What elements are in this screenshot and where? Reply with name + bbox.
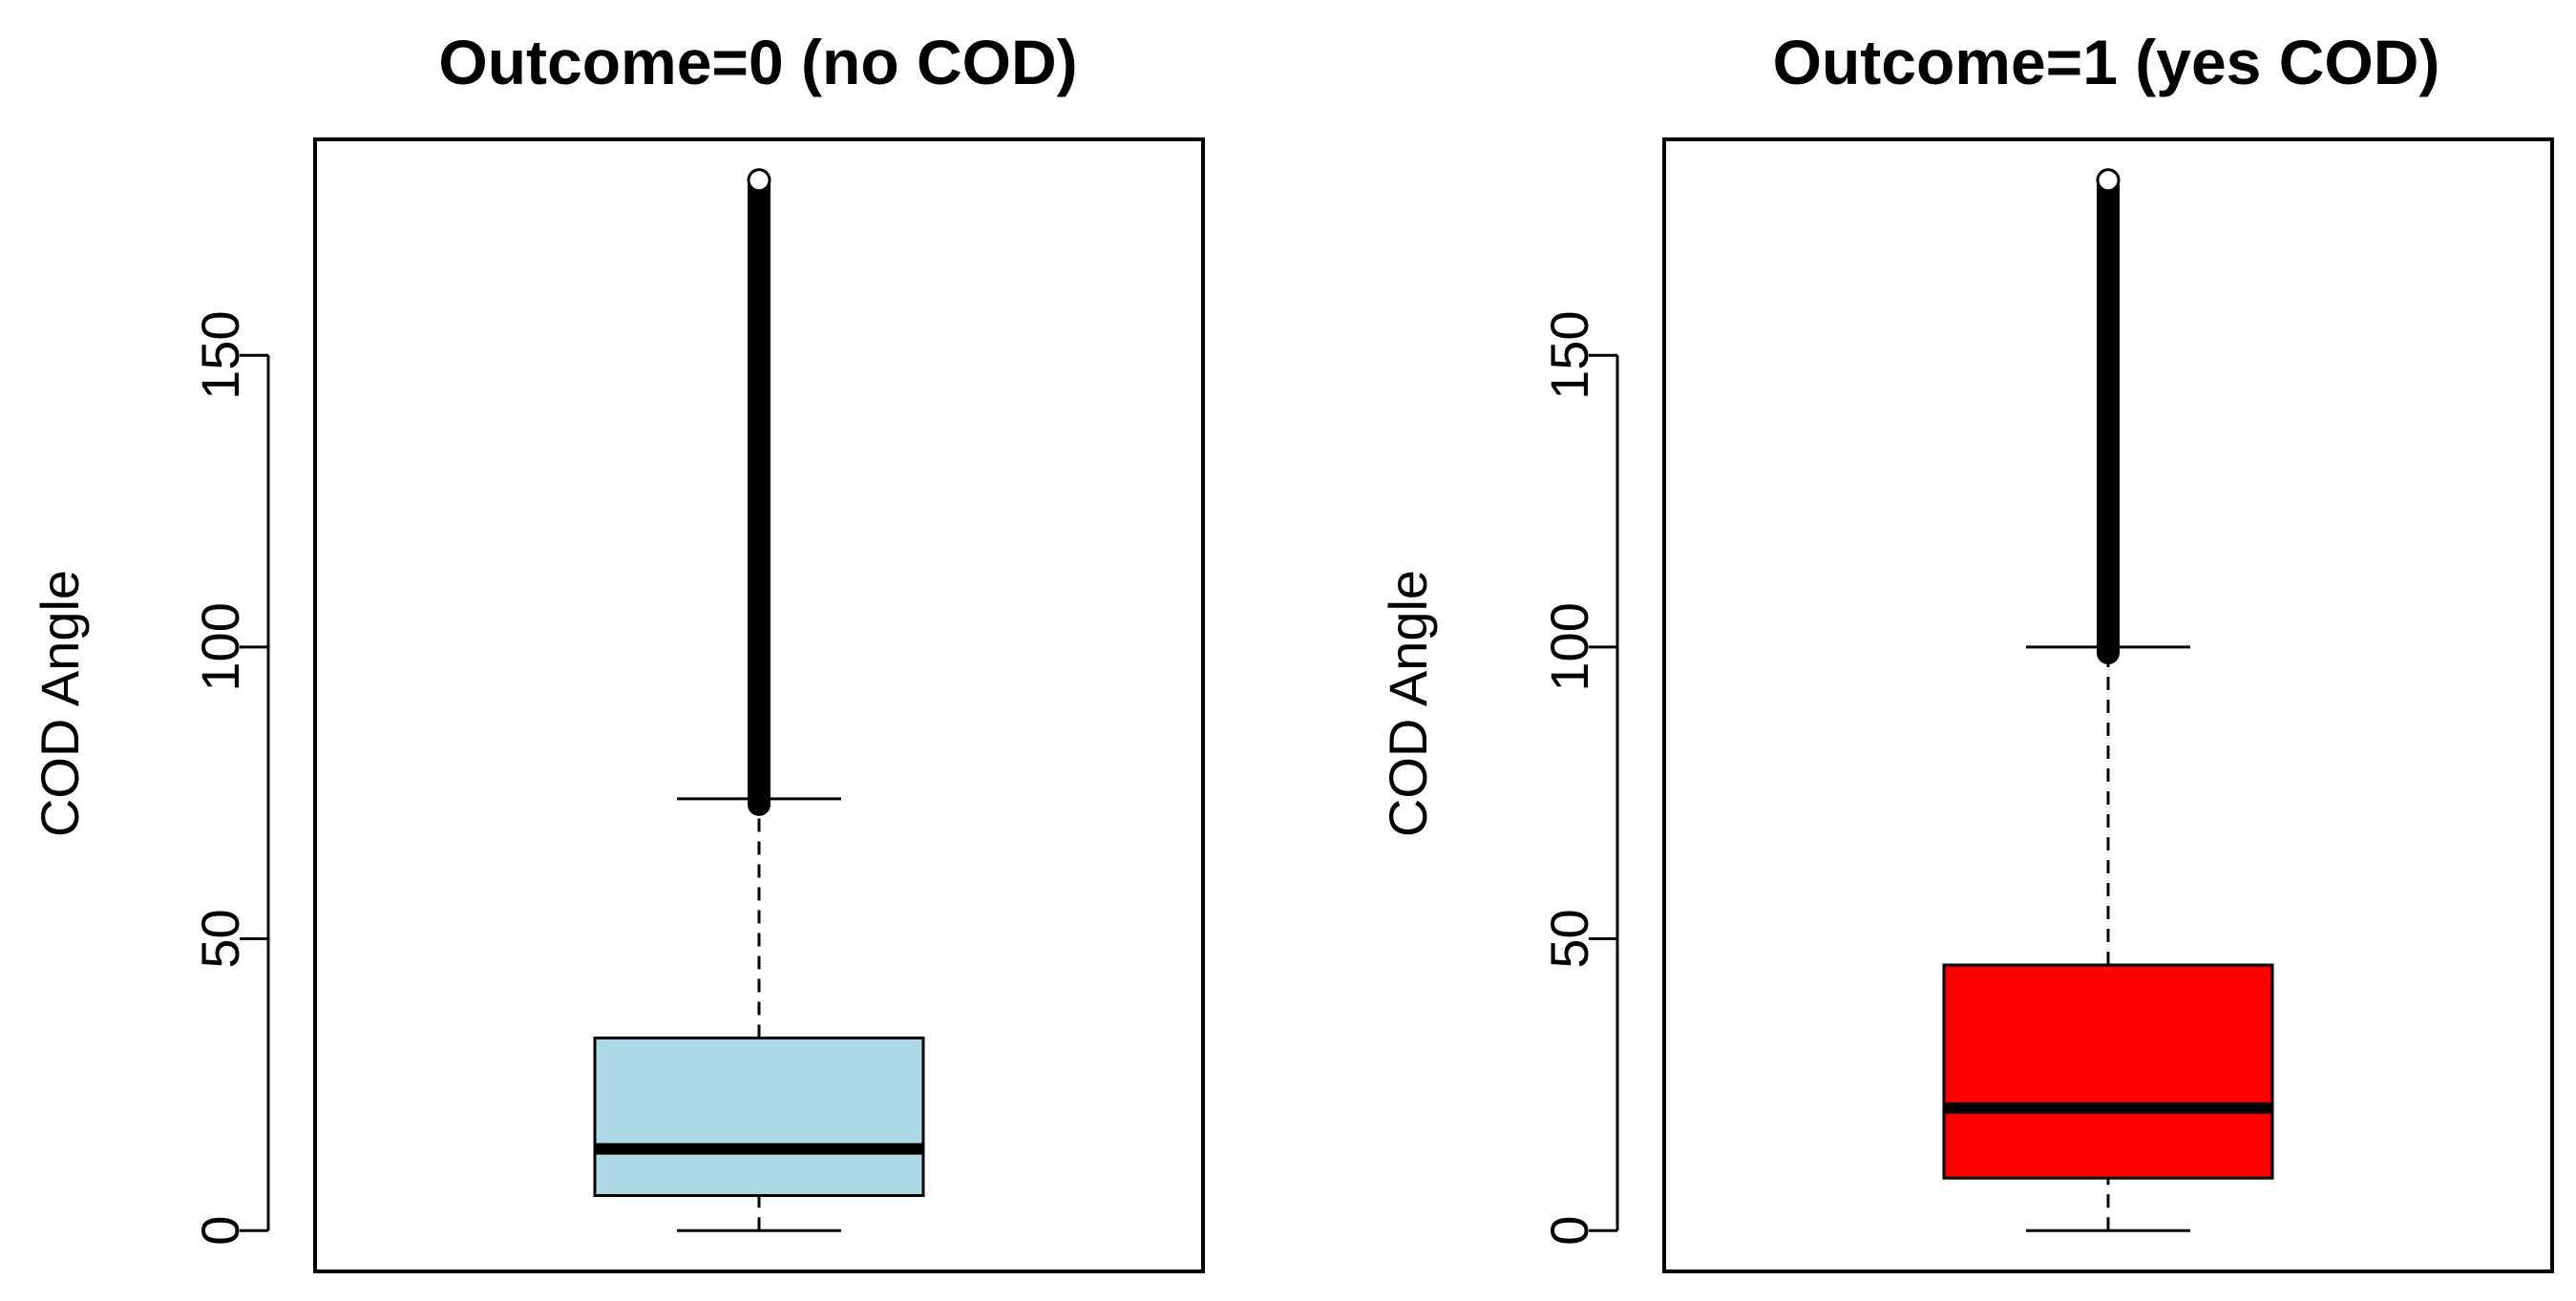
panel-outcome-1: Outcome=1 (yes COD) COD Angle 0 50 100 150: [1378, 27, 2554, 1273]
chart-title: Outcome=0 (no COD): [438, 27, 1077, 97]
y-axis: 0 50 100 150: [190, 310, 270, 1246]
plot-frame: [1662, 137, 2554, 1273]
y-tick-label: 0: [190, 1216, 250, 1246]
y-tick-label: 50: [1539, 909, 1599, 968]
interquartile-box: [1942, 963, 2274, 1180]
chart-title: Outcome=1 (yes COD): [1773, 27, 2440, 97]
y-tick-label: 150: [190, 310, 250, 399]
y-axis: 0 50 100 150: [1539, 310, 1619, 1246]
panel-outcome-0: Outcome=0 (no COD) COD Angle 0 50 100 150: [30, 27, 1205, 1273]
y-axis-label: COD Angle: [1378, 570, 1438, 837]
interquartile-box: [593, 1036, 925, 1198]
y-axis-label: COD Angle: [30, 570, 90, 837]
outlier-points: [2097, 168, 2120, 664]
y-tick-label: 100: [1539, 602, 1599, 691]
plot-frame: [313, 137, 1205, 1273]
box-group: [1942, 168, 2274, 1232]
y-tick-label: 50: [190, 909, 250, 968]
outlier-points: [748, 168, 771, 816]
y-tick-label: 100: [190, 602, 250, 691]
box-group: [593, 168, 925, 1232]
y-tick-label: 150: [1539, 310, 1599, 399]
y-tick-label: 0: [1539, 1216, 1599, 1246]
outlier-point: [2096, 168, 2121, 193]
outlier-point: [747, 168, 771, 193]
